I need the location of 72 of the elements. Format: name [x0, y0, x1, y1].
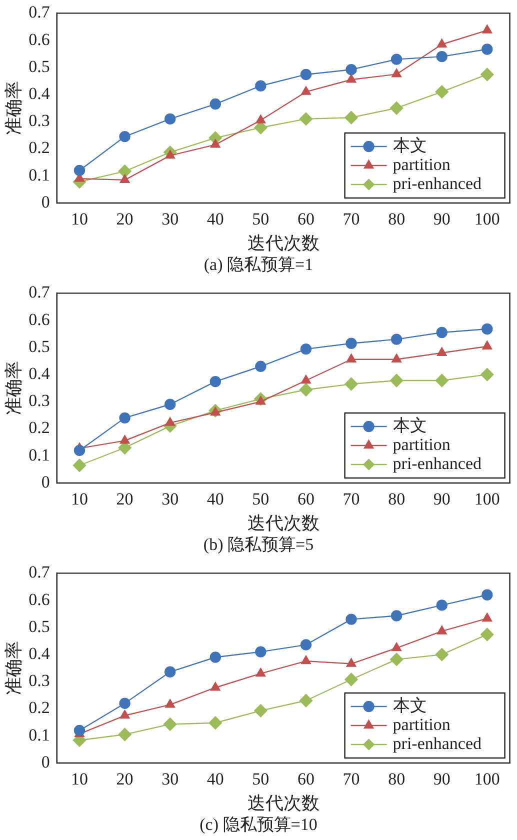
y-tick-label: 0.1 [28, 445, 50, 464]
y-tick-label: 0.5 [28, 56, 50, 76]
y-tick-label: 0.4 [28, 364, 50, 384]
legend-label: partition [392, 154, 451, 174]
x-tick-label: 90 [433, 770, 450, 789]
x-tick-label: 90 [433, 490, 450, 509]
x-tick-label: 40 [206, 210, 224, 229]
x-tick-label: 50 [252, 490, 270, 509]
y-tick-label: 0.5 [28, 616, 50, 636]
y-tick-label: 0.2 [28, 138, 50, 158]
y-tick-label: 0.5 [28, 336, 50, 356]
y-tick-label: 0 [41, 472, 50, 492]
x-tick-label: 10 [70, 490, 88, 509]
x-tick-label: 50 [252, 210, 270, 229]
legend-label: pri-enhanced [392, 174, 482, 193]
text: (a) 隐私预算=1 [202, 254, 314, 276]
x-tick-label: 40 [206, 490, 224, 509]
y-axis-title: 准确率 [4, 361, 24, 416]
x-tick-label: 20 [116, 210, 134, 229]
x-tick-label: 10 [70, 210, 88, 229]
y-tick-label: 0 [41, 192, 50, 212]
x-axis-title: 迭代次数 [247, 512, 320, 533]
x-tick-label: 10 [70, 770, 88, 789]
y-tick-label: 0.6 [28, 30, 50, 49]
y-tick-label: 0.6 [28, 310, 50, 329]
x-tick-label: 30 [162, 490, 179, 509]
x-tick-label: 80 [388, 490, 406, 509]
text: (b) 隐私预算=5 [202, 534, 315, 556]
legend-label: 本文 [392, 416, 427, 435]
y-tick-label: 0.2 [28, 418, 50, 438]
legend-label: partition [392, 434, 451, 454]
y-axis-title: 准确率 [4, 641, 24, 696]
x-tick-label: 50 [252, 770, 270, 789]
y-axis-title: 准确率 [4, 81, 24, 136]
x-tick-label: 20 [116, 490, 134, 509]
y-tick-label: 0.4 [28, 644, 50, 664]
x-tick-label: 30 [162, 210, 179, 229]
y-tick-label: 0.7 [28, 282, 50, 302]
x-axis-title: 迭代次数 [247, 792, 320, 813]
y-tick-label: 0.7 [28, 2, 50, 22]
y-tick-label: 0.3 [28, 111, 50, 130]
x-tick-label: 80 [388, 210, 406, 229]
y-tick-label: 0 [41, 752, 50, 772]
x-tick-label: 40 [206, 770, 224, 789]
x-tick-label: 20 [116, 770, 134, 789]
legend-label: pri-enhanced [392, 734, 482, 753]
text: (c) 隐私预算=10 [198, 814, 318, 836]
x-tick-label: 100 [474, 210, 500, 229]
x-tick-label: 80 [388, 770, 406, 789]
legend-label: partition [392, 714, 451, 734]
x-tick-label: 90 [433, 210, 450, 229]
legend-label: 本文 [392, 696, 427, 715]
y-tick-label: 0.1 [28, 165, 50, 184]
x-tick-label: 70 [342, 490, 360, 509]
x-tick-label: 100 [474, 490, 500, 509]
x-axis-title: 迭代次数 [247, 232, 320, 253]
y-tick-label: 0.3 [28, 671, 50, 690]
y-tick-label: 0.2 [28, 698, 50, 718]
x-tick-label: 60 [297, 490, 314, 509]
y-tick-label: 0.4 [28, 84, 50, 104]
x-tick-label: 100 [474, 770, 500, 789]
legend-label: 本文 [392, 136, 427, 155]
x-tick-label: 60 [297, 770, 314, 789]
legend-label: pri-enhanced [392, 454, 482, 473]
y-tick-label: 0.6 [28, 590, 50, 609]
x-tick-label: 60 [297, 210, 314, 229]
x-tick-label: 30 [162, 770, 179, 789]
x-tick-label: 70 [342, 210, 360, 229]
y-tick-label: 0.7 [28, 562, 50, 582]
x-tick-label: 70 [342, 770, 360, 789]
y-tick-label: 0.1 [28, 725, 50, 744]
y-tick-label: 0.3 [28, 391, 50, 410]
